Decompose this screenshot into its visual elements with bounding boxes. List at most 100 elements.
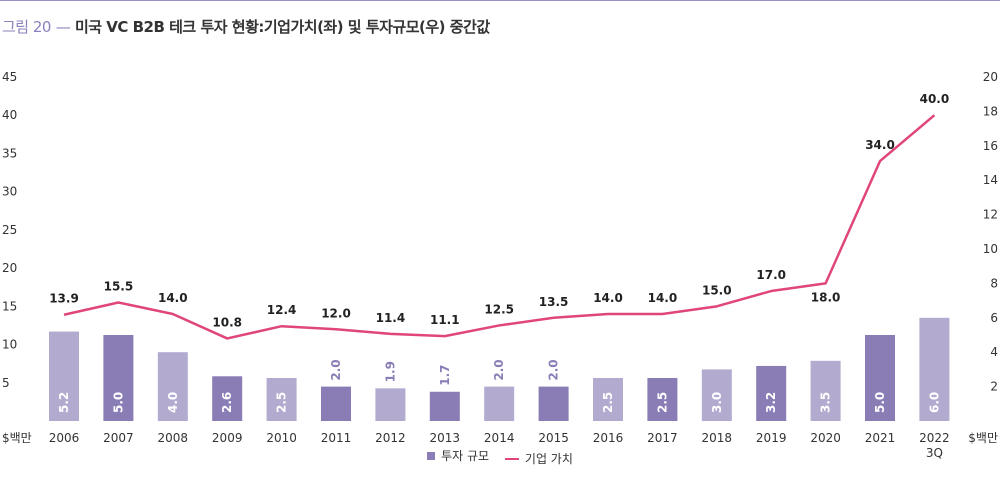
legend-line-swatch xyxy=(504,457,519,460)
x-tick-label: 2009 xyxy=(212,431,243,445)
line-value-label: 13.9 xyxy=(49,292,79,306)
bar-value-label: 6.0 xyxy=(927,392,941,413)
x-tick-label: 2014 xyxy=(484,431,515,445)
right-tick-label: 8 xyxy=(990,276,998,290)
x-tick-line: 2013 xyxy=(430,431,461,445)
line-value-label: 13.5 xyxy=(539,295,569,309)
bar-value-label: 2.0 xyxy=(547,359,561,380)
x-tick-line: 2020 xyxy=(810,431,841,445)
top-rule xyxy=(0,0,1000,1)
x-tick-line: 2014 xyxy=(484,431,515,445)
bar-value-label: 2.5 xyxy=(601,392,615,413)
legend-item-bar: 투자 규모 xyxy=(427,447,489,464)
right-axis: 20 18 16 14 12 10 8 6 4 2 $백만 xyxy=(968,70,998,445)
figure-number: 그림 20 xyxy=(2,18,51,36)
x-tick-label: 2015 xyxy=(538,431,569,445)
bar xyxy=(647,378,678,421)
title-text: 미국 VC B2B 테크 투자 현황:기업가치(좌) 및 투자규모(우) 중간값 xyxy=(74,18,490,36)
title-dash: — xyxy=(55,18,71,36)
left-axis: 45 40 35 30 25 20 15 10 5 $백만 xyxy=(2,70,32,445)
x-tick-line: 2010 xyxy=(266,431,297,445)
right-axis-unit: $백만 xyxy=(968,431,998,445)
x-tick-label: 2018 xyxy=(702,431,733,445)
x-tick-label: 2017 xyxy=(647,431,678,445)
bar xyxy=(157,352,188,421)
bar xyxy=(212,376,243,421)
legend-item-line: 기업 가치 xyxy=(504,450,573,467)
bar-labels: 5.2 5.0 4.0 2.6 2.5 2.0 1.9 1.7 2.0 2.0 2.5 2.5 3.0 3… xyxy=(57,359,941,413)
line-value-label: 12.0 xyxy=(321,306,351,320)
bar-value-label: 3.2 xyxy=(764,392,778,413)
line-value-label: 14.0 xyxy=(648,291,678,305)
line-value-label: 12.4 xyxy=(267,303,297,317)
bar-value-label: 4.0 xyxy=(166,392,180,413)
bar-value-label: 3.5 xyxy=(819,392,833,413)
bar xyxy=(484,386,515,421)
line-value-label: 14.0 xyxy=(158,291,188,305)
bar-value-label: 3.0 xyxy=(710,392,724,413)
bar xyxy=(756,365,787,421)
bar xyxy=(49,331,79,421)
line-value-label: 34.0 xyxy=(865,138,895,152)
x-tick-label: 2020 xyxy=(810,431,841,445)
left-tick-label: 30 xyxy=(2,185,17,199)
bar xyxy=(103,335,134,421)
x-tick-line: 2012 xyxy=(375,431,406,445)
legend-line-label: 기업 가치 xyxy=(524,452,573,466)
legend: 투자 규모 기업 가치 xyxy=(0,447,1000,467)
left-tick-label: 15 xyxy=(2,299,17,313)
x-tick-label: 2008 xyxy=(158,431,189,445)
bar-series xyxy=(49,317,950,421)
bar xyxy=(429,391,460,421)
left-tick-label: 35 xyxy=(2,146,17,160)
bar xyxy=(266,378,297,421)
line-value-label: 15.0 xyxy=(702,283,732,297)
x-tick-label: 2022 3Q xyxy=(919,431,950,460)
bar-value-label: 2.5 xyxy=(655,392,669,413)
bar xyxy=(375,388,406,421)
bar xyxy=(810,360,841,421)
bar-value-label: 2.6 xyxy=(220,392,234,413)
right-tick-label: 10 xyxy=(983,242,998,256)
right-tick-label: 18 xyxy=(983,104,998,118)
bar-value-label: 5.0 xyxy=(873,392,887,413)
legend-bar-label: 투자 규모 xyxy=(441,449,490,463)
x-tick-line: 2007 xyxy=(103,431,134,445)
line-value-label: 14.0 xyxy=(593,291,623,305)
line-value-label: 10.8 xyxy=(212,315,242,329)
bar-value-label: 2.5 xyxy=(275,392,289,413)
x-tick-line: 2017 xyxy=(647,431,678,445)
left-axis-unit: $백만 xyxy=(2,431,32,445)
line-value-label: 12.5 xyxy=(484,302,514,316)
bar xyxy=(321,386,351,421)
bar-value-label: 2.0 xyxy=(329,359,343,380)
x-tick-label: 2013 xyxy=(430,431,461,445)
line-value-label: 15.5 xyxy=(104,280,134,294)
bar xyxy=(919,317,950,421)
bar-value-label: 1.7 xyxy=(438,364,452,385)
left-tick-label: 10 xyxy=(2,338,17,352)
bar-value-label: 5.2 xyxy=(57,392,71,413)
x-tick-line: 2019 xyxy=(756,431,787,445)
x-tick-line: 2011 xyxy=(321,431,352,445)
bar xyxy=(865,335,895,421)
left-tick-label: 5 xyxy=(2,376,10,390)
x-tick-line: 2021 xyxy=(865,431,896,445)
x-tick-label: 2019 xyxy=(756,431,787,445)
x-tick-line: 2022 xyxy=(919,431,950,445)
x-tick-line: 2006 xyxy=(49,431,80,445)
bar xyxy=(701,369,732,421)
x-tick-line: 3Q xyxy=(926,446,943,460)
line-value-label: 11.4 xyxy=(376,311,406,325)
left-tick-label: 40 xyxy=(2,108,17,122)
right-tick-label: 16 xyxy=(983,139,998,153)
x-tick-label: 2011 xyxy=(321,431,352,445)
x-tick-line: 2018 xyxy=(702,431,733,445)
x-tick-label: 2012 xyxy=(375,431,406,445)
x-tick-label: 2016 xyxy=(593,431,624,445)
line-labels: 13.9 15.5 14.0 10.8 12.4 12.0 11.4 11.1 12.5 13.5… xyxy=(49,92,949,329)
left-tick-label: 45 xyxy=(2,70,17,84)
line-series xyxy=(63,114,936,340)
bar-value-label: 5.0 xyxy=(111,392,125,413)
